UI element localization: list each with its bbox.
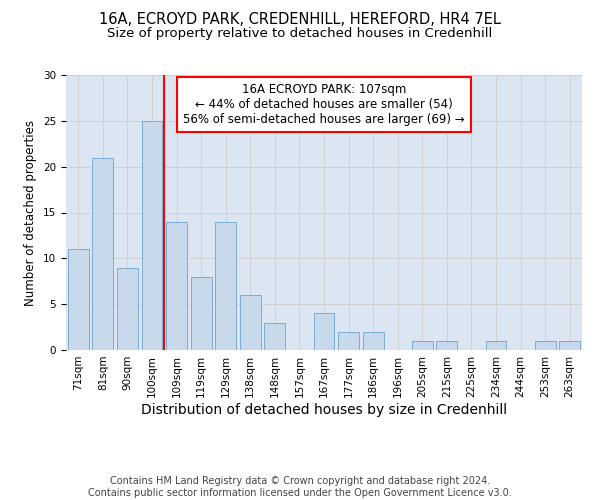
Bar bbox=[314, 314, 334, 350]
Bar bbox=[338, 332, 359, 350]
Text: Size of property relative to detached houses in Credenhill: Size of property relative to detached ho… bbox=[107, 28, 493, 40]
Bar bbox=[68, 249, 89, 350]
X-axis label: Distribution of detached houses by size in Credenhill: Distribution of detached houses by size … bbox=[141, 402, 507, 416]
Bar bbox=[166, 222, 187, 350]
Bar bbox=[559, 341, 580, 350]
Bar bbox=[240, 295, 261, 350]
Bar bbox=[142, 121, 163, 350]
Bar bbox=[215, 222, 236, 350]
Bar bbox=[535, 341, 556, 350]
Text: Contains HM Land Registry data © Crown copyright and database right 2024.
Contai: Contains HM Land Registry data © Crown c… bbox=[88, 476, 512, 498]
Bar bbox=[362, 332, 383, 350]
Bar bbox=[265, 322, 286, 350]
Bar bbox=[436, 341, 457, 350]
Text: 16A ECROYD PARK: 107sqm
← 44% of detached houses are smaller (54)
56% of semi-de: 16A ECROYD PARK: 107sqm ← 44% of detache… bbox=[183, 83, 465, 126]
Text: 16A, ECROYD PARK, CREDENHILL, HEREFORD, HR4 7EL: 16A, ECROYD PARK, CREDENHILL, HEREFORD, … bbox=[99, 12, 501, 28]
Bar bbox=[117, 268, 138, 350]
Bar bbox=[92, 158, 113, 350]
Bar bbox=[412, 341, 433, 350]
Bar bbox=[191, 276, 212, 350]
Y-axis label: Number of detached properties: Number of detached properties bbox=[25, 120, 37, 306]
Bar bbox=[485, 341, 506, 350]
